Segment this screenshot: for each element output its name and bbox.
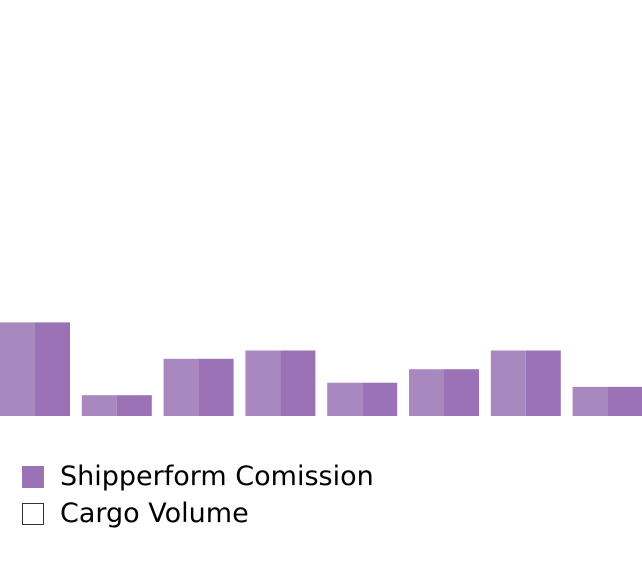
legend-label-shipperform-comission: Shipperform Comission — [60, 461, 374, 492]
bar-face-right — [362, 382, 398, 416]
bar-face-right — [35, 322, 70, 416]
bar-shipperform-comission-8 — [572, 386, 642, 416]
legend-swatch-cargo-volume — [22, 502, 44, 525]
bar-shipperform-comission-3 — [163, 358, 234, 416]
bar-face-right — [607, 386, 642, 416]
legend-item-cargo-volume: Cargo Volume — [22, 495, 374, 532]
bar-shipperform-comission-7 — [490, 350, 561, 416]
bar-face-left — [490, 350, 526, 416]
bar-shipperform-comission-2 — [81, 395, 152, 416]
bar-face-right — [444, 369, 479, 416]
bar-face-left — [245, 350, 281, 416]
bar-face-left — [0, 322, 35, 416]
bar-face-right — [525, 350, 561, 416]
legend-swatch-shipperform-comission — [22, 465, 44, 488]
bar-face-left — [163, 358, 199, 416]
bar-shipperform-comission-1 — [0, 322, 70, 416]
bar-face-right — [280, 350, 316, 416]
bar-shipperform-comission-6 — [409, 369, 479, 416]
chart-plot — [0, 322, 642, 416]
bar-face-left — [572, 386, 608, 416]
bar-face-right — [116, 395, 152, 416]
bar-face-left — [81, 395, 117, 416]
bar-face-left — [409, 369, 444, 416]
legend-label-cargo-volume: Cargo Volume — [60, 498, 249, 529]
bar-face-left — [327, 382, 363, 416]
legend-item-shipperform-comission: Shipperform Comission — [22, 458, 374, 495]
bar-shipperform-comission-5 — [327, 382, 398, 416]
bar-face-right — [198, 358, 234, 416]
legend: Shipperform Comission Cargo Volume — [22, 458, 374, 532]
bar-shipperform-comission-4 — [245, 350, 316, 416]
